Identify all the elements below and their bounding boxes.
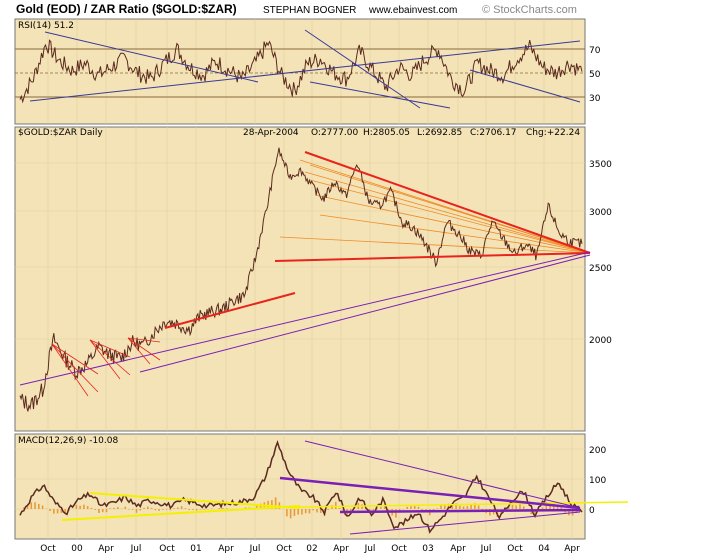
x-axis-label: Apr — [333, 544, 349, 554]
small-fan-line — [89, 339, 131, 376]
small-fan-line — [89, 339, 121, 380]
x-axis-label: 00 — [71, 544, 83, 554]
price-red-resistance — [304, 151, 591, 254]
price-high: H:2805.05 — [363, 128, 410, 138]
price-tick-2500: 2500 — [589, 264, 612, 274]
x-axis-label: Apr — [218, 544, 234, 554]
macd-label: MACD(12,26,9) -10.08 — [18, 436, 119, 446]
small-fan-line — [51, 343, 99, 375]
small-fan-line — [51, 343, 99, 393]
price-panel: $GOLD:$ZAR Daily 28-Apr-2004 O:2777.00 H… — [14, 126, 612, 432]
price-red-channel — [164, 292, 296, 329]
price-tick-2000: 2000 — [589, 336, 612, 346]
x-axis-label: Jul — [364, 544, 376, 554]
macd-purple-3 — [339, 508, 581, 514]
rsi-panel: RSI(14) 51.2 70 50 30 — [14, 18, 601, 125]
macd-tick-0: 0 — [589, 506, 595, 516]
price-purple-lower — [139, 254, 591, 373]
price-open: O:2777.00 — [311, 128, 358, 138]
x-axis-label: Jul — [130, 544, 142, 554]
x-axis-label: 02 — [306, 544, 317, 554]
price-change: Chg:+22.24 — [526, 128, 580, 138]
macd-purple-2 — [279, 476, 581, 510]
rsi-tick-50: 50 — [589, 70, 601, 80]
small-fan-line — [127, 337, 151, 365]
rsi-label: RSI(14) 51.2 — [18, 21, 74, 31]
price-symbol-label: $GOLD:$ZAR Daily — [18, 128, 103, 138]
small-fan-line — [51, 343, 89, 397]
author-name: STEPHAN BOGNER — [263, 5, 356, 16]
x-axis-labels: Oct 00 Apr Jul Oct 01 Apr Jul Oct 02 Apr Jul Oct 03 Ap… — [40, 544, 580, 554]
price-close: C:2706.17 — [470, 128, 517, 138]
price-panel-bg — [14, 126, 586, 432]
rsi-trendline-3 — [304, 29, 421, 109]
small-fans — [51, 337, 161, 397]
x-axis-label: Apr — [564, 544, 580, 554]
price-series-line — [19, 147, 583, 412]
macd-panel: MACD(12,26,9) -10.08 200 100 0 — [14, 433, 629, 540]
small-fan-line — [89, 339, 131, 358]
x-axis-label: 03 — [422, 544, 433, 554]
price-red-support — [274, 252, 591, 262]
x-axis-label: Jul — [249, 544, 261, 554]
website-link[interactable]: www.ebainvest.com — [368, 5, 457, 16]
x-axis-label: Jul — [480, 544, 492, 554]
price-low: L:2692.85 — [417, 128, 462, 138]
macd-tick-100: 100 — [589, 476, 606, 486]
x-axis-label: 01 — [190, 544, 201, 554]
macd-tick-200: 200 — [589, 446, 606, 456]
fan-line — [304, 171, 591, 254]
price-purple-upper — [19, 251, 591, 386]
copyright-text: © StockCharts.com — [482, 4, 577, 16]
rsi-tick-70: 70 — [589, 46, 601, 56]
fan-line — [319, 214, 591, 254]
x-axis-label: Oct — [507, 544, 523, 554]
x-axis-label: Oct — [391, 544, 407, 554]
price-tick-3000: 3000 — [589, 208, 612, 218]
macd-yellow-2 — [61, 505, 301, 521]
x-axis-label: Oct — [276, 544, 292, 554]
x-axis-label: Oct — [40, 544, 56, 554]
small-fan-line — [127, 337, 161, 361]
small-fan-line — [127, 337, 161, 343]
rsi-trendline-4 — [469, 69, 581, 103]
macd-purple-1 — [304, 440, 581, 509]
fan-line — [309, 179, 591, 254]
x-axis-label: Apr — [98, 544, 114, 554]
rsi-trendline-5 — [309, 81, 451, 109]
fan-line — [279, 236, 591, 254]
macd-series-line — [19, 439, 583, 534]
fan-line — [314, 194, 591, 254]
fan-line — [299, 159, 591, 254]
rsi-trendline-1 — [44, 31, 259, 83]
rsi-tick-30: 30 — [589, 94, 601, 104]
macd-purple-4 — [349, 511, 581, 535]
rsi-series-line — [19, 39, 583, 104]
x-axis-label: Oct — [159, 544, 175, 554]
price-tick-3500: 3500 — [589, 160, 612, 170]
price-date: 28-Apr-2004 — [243, 128, 299, 138]
chart-title: Gold (EOD) / ZAR Ratio ($GOLD:$ZAR) — [16, 2, 237, 16]
rsi-trendline-2 — [29, 40, 581, 102]
macd-yellow-3 — [299, 501, 629, 508]
x-axis-label: 04 — [538, 544, 550, 554]
x-axis-label: Apr — [450, 544, 466, 554]
macd-yellow-1 — [89, 492, 301, 509]
